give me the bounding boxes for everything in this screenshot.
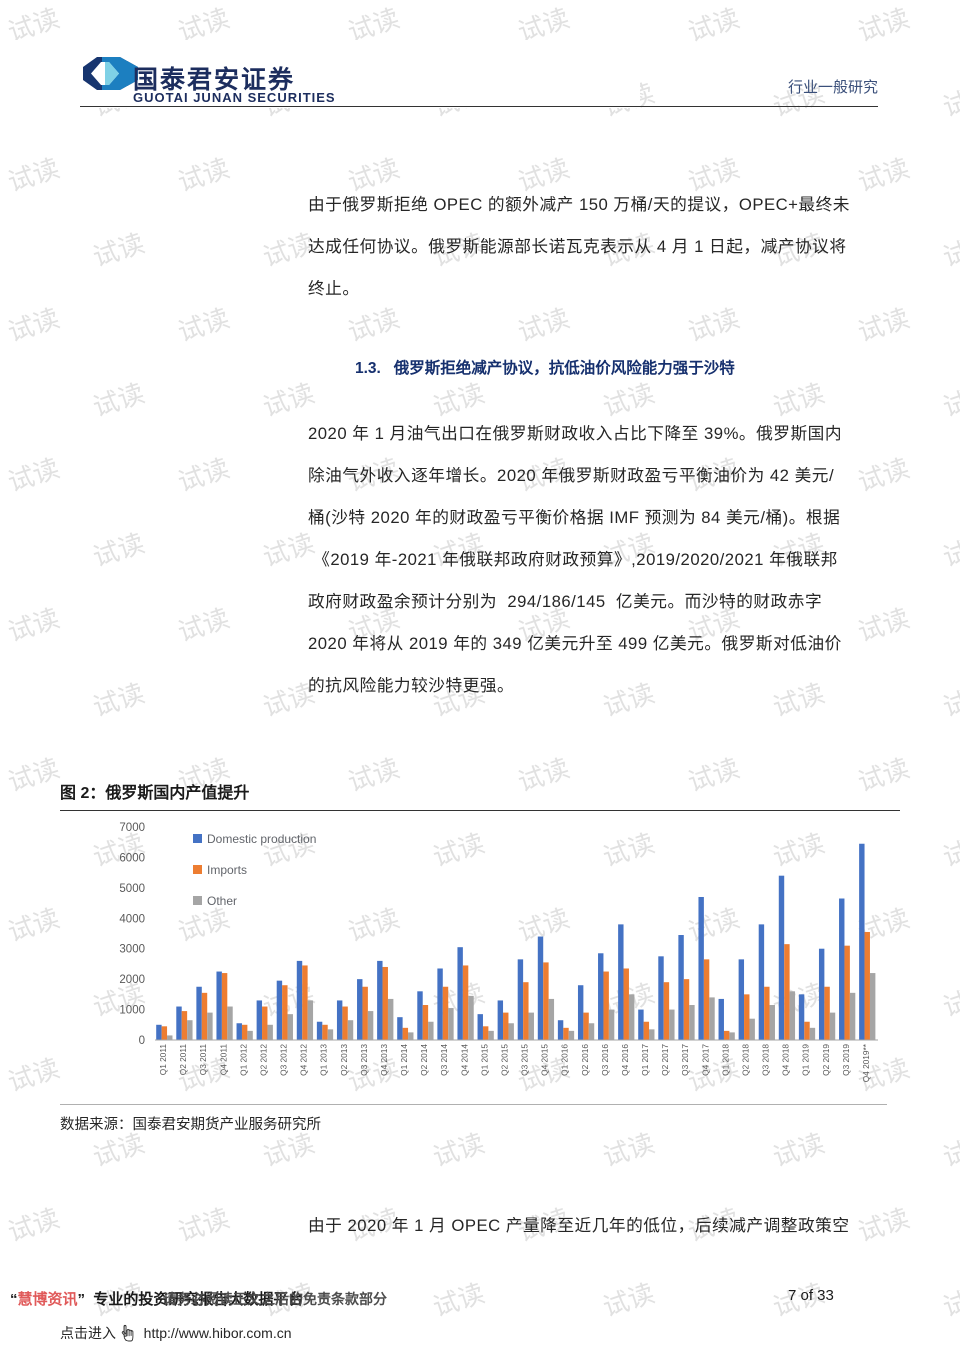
- svg-text:Q3 2019: Q3 2019: [841, 1044, 851, 1076]
- svg-text:1000: 1000: [119, 1005, 145, 1017]
- svg-text:Q4 2013: Q4 2013: [379, 1044, 389, 1076]
- svg-text:Q3 2016: Q3 2016: [600, 1044, 610, 1076]
- svg-text:Q3 2012: Q3 2012: [279, 1044, 289, 1076]
- svg-text:Q2 2014: Q2 2014: [419, 1044, 429, 1076]
- svg-text:Q2 2012: Q2 2012: [258, 1044, 268, 1076]
- svg-text:Q4 2014: Q4 2014: [459, 1044, 469, 1076]
- svg-text:Q2 2017: Q2 2017: [660, 1044, 670, 1076]
- svg-text:Q3 2018: Q3 2018: [761, 1044, 771, 1076]
- svg-text:5000: 5000: [119, 883, 145, 895]
- svg-text:2000: 2000: [119, 974, 145, 986]
- svg-text:Q3 2015: Q3 2015: [520, 1044, 530, 1076]
- svg-text:Q1 2013: Q1 2013: [319, 1044, 329, 1076]
- svg-text:Q4 2011: Q4 2011: [218, 1044, 228, 1076]
- svg-text:Q1 2014: Q1 2014: [399, 1044, 409, 1076]
- svg-text:Q4 2019**: Q4 2019**: [861, 1043, 871, 1082]
- svg-text:Q1 2015: Q1 2015: [479, 1044, 489, 1076]
- svg-text:3000: 3000: [119, 944, 145, 956]
- svg-text:Q2 2016: Q2 2016: [580, 1044, 590, 1076]
- svg-text:Q3 2011: Q3 2011: [198, 1044, 208, 1076]
- svg-text:Q2 2019: Q2 2019: [821, 1044, 831, 1076]
- svg-text:Q3 2013: Q3 2013: [359, 1044, 369, 1076]
- svg-text:Q4 2016: Q4 2016: [620, 1044, 630, 1076]
- svg-text:0: 0: [139, 1035, 145, 1047]
- svg-text:4000: 4000: [119, 913, 145, 925]
- svg-text:Q1 2019: Q1 2019: [801, 1044, 811, 1076]
- svg-text:Q4 2015: Q4 2015: [540, 1044, 550, 1076]
- svg-text:Q4 2012: Q4 2012: [299, 1044, 309, 1076]
- svg-text:Q1 2011: Q1 2011: [158, 1044, 168, 1076]
- svg-text:Q2 2015: Q2 2015: [499, 1044, 509, 1076]
- svg-text:Q2 2013: Q2 2013: [339, 1044, 349, 1076]
- svg-text:7000: 7000: [119, 822, 145, 834]
- svg-text:Q3 2017: Q3 2017: [680, 1044, 690, 1076]
- svg-text:Q4 2017: Q4 2017: [700, 1044, 710, 1076]
- svg-text:Q2 2018: Q2 2018: [740, 1044, 750, 1076]
- svg-text:Q4 2018: Q4 2018: [781, 1044, 791, 1076]
- svg-text:Q1 2012: Q1 2012: [238, 1044, 248, 1076]
- svg-text:Q1 2016: Q1 2016: [560, 1044, 570, 1076]
- svg-text:Q2 2011: Q2 2011: [178, 1044, 188, 1076]
- svg-text:Q1 2018: Q1 2018: [720, 1044, 730, 1076]
- svg-text:Q1 2017: Q1 2017: [640, 1044, 650, 1076]
- svg-text:6000: 6000: [119, 852, 145, 864]
- svg-text:Q3 2014: Q3 2014: [439, 1044, 449, 1076]
